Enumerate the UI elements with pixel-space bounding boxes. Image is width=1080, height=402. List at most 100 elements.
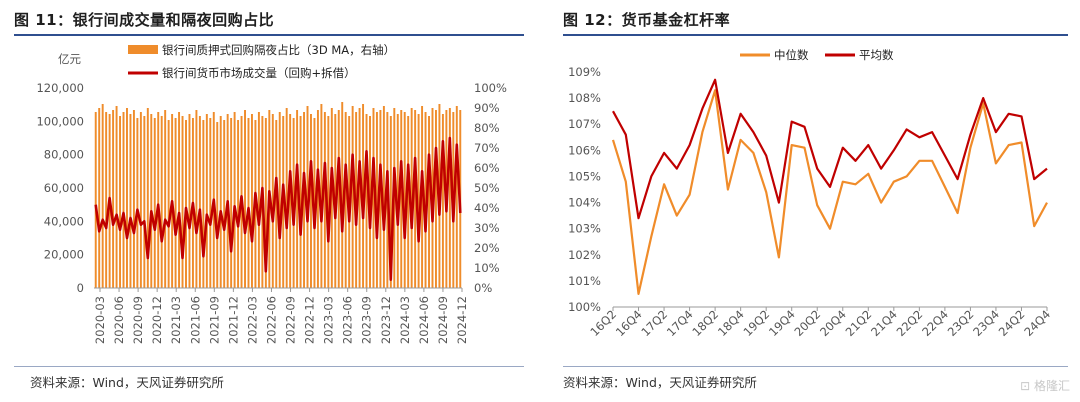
bar-overnight-share: [174, 118, 177, 288]
left-tick-label: 40,000: [44, 214, 84, 228]
x-tick-label: 2021-12: [226, 296, 240, 344]
bar-overnight-share: [310, 114, 312, 288]
bar-overnight-share: [344, 112, 347, 288]
bar-overnight-share: [323, 112, 326, 288]
legend-label: 中位数: [774, 48, 809, 62]
x-tick-label: 20Q4: [817, 307, 849, 339]
bar-overnight-share: [247, 118, 250, 288]
legend-swatch-bar: [128, 45, 158, 54]
bar-overnight-share: [455, 106, 458, 288]
x-tick-label: 21Q4: [868, 307, 900, 339]
bar-overnight-share: [181, 116, 184, 288]
left-chart-panel: 图 11：银行间成交量和隔夜回购占比 亿元 0 20,000 40,000 60,000…: [0, 0, 530, 402]
bar-overnight-share: [205, 114, 208, 288]
left-tick-label: 80,000: [44, 148, 84, 162]
watermark-text: 格隆汇: [1033, 379, 1070, 393]
x-tick-label: 2024-09: [436, 296, 450, 344]
left-tick-label: 20,000: [44, 248, 84, 262]
legend-label: 银行间质押式回购隔夜占比（3D MA，右轴）: [162, 43, 395, 57]
x-tick-label: 2020-06: [112, 296, 126, 344]
x-tick-label: 18Q2: [689, 307, 721, 339]
bar-overnight-share: [341, 102, 344, 288]
x-tick-label: 21Q2: [843, 307, 875, 339]
x-tick-label: 2020-03: [93, 296, 107, 344]
y-tick-label: 103%: [568, 222, 601, 236]
x-tick-label: 2023-09: [360, 296, 374, 344]
bar-overnight-share: [257, 112, 260, 288]
bar-overnight-share: [195, 110, 198, 288]
legend-label: 银行间货币市场成交量（回购+拆借）: [162, 66, 356, 80]
x-tick-label: 2022-12: [303, 296, 317, 344]
x-tick-label: 19Q4: [766, 307, 798, 339]
x-tick-label: 17Q2: [638, 307, 670, 339]
right-tick-label: 60%: [474, 161, 500, 175]
bar-overnight-share: [230, 118, 233, 288]
right-tick-label: 40%: [474, 201, 500, 215]
bar-overnight-share: [327, 116, 330, 288]
bar-overnight-share: [167, 120, 170, 288]
y-tick-label: 108%: [568, 91, 601, 105]
right-tick-label: 30%: [474, 221, 500, 235]
bar-overnight-share: [105, 112, 108, 288]
bar-overnight-share: [403, 112, 406, 288]
x-tick-label: 2021-03: [169, 296, 183, 344]
x-tick-label: 24Q4: [1021, 307, 1053, 339]
x-tick-label: 2022-09: [284, 296, 298, 344]
bar-overnight-share: [375, 112, 378, 288]
x-tick-label: 19Q2: [740, 307, 772, 339]
bar-overnight-share: [320, 104, 323, 288]
bar-overnight-share: [382, 106, 385, 288]
bar-overnight-share: [178, 112, 181, 288]
source-note: 资料来源：Wind，天风证券研究所: [563, 375, 757, 390]
x-tick-label: 2023-06: [341, 296, 355, 344]
x-tick-label: 2023-03: [322, 296, 336, 344]
bar-overnight-share: [414, 110, 417, 288]
x-tick-label: 22Q4: [919, 307, 951, 339]
left-tick-label: 120,000: [36, 81, 84, 95]
bar-overnight-share: [115, 106, 118, 288]
bar-overnight-share: [330, 108, 333, 288]
x-tick-label: 2021-06: [188, 296, 202, 344]
x-tick-label: 2022-03: [245, 296, 259, 344]
bar-overnight-share: [410, 108, 413, 288]
line-money-market-volume: [94, 136, 462, 282]
left-tick-label: 100,000: [36, 114, 84, 128]
x-tick-label: 2020-12: [150, 296, 164, 344]
x-tick-label: 22Q2: [894, 307, 926, 339]
bar-overnight-share: [389, 116, 392, 288]
line-median: [611, 89, 1048, 295]
x-tick-label: 2021-09: [207, 296, 221, 344]
leverage-line-chart: 100% 101% 102% 103% 104% 105% 106% 107% 108% 109%…: [568, 48, 1053, 339]
bar-overnight-share: [132, 110, 135, 288]
y-tick-label: 107%: [568, 117, 601, 131]
x-tick-label: 17Q4: [664, 307, 696, 339]
bar-overnight-share: [157, 112, 160, 288]
bar-overnight-share: [223, 120, 226, 288]
y-tick-label: 105%: [568, 169, 601, 183]
bar-overnight-share: [198, 116, 201, 288]
chart-title: 图 11：银行间成交量和隔夜回购占比: [14, 11, 275, 29]
x-tick-label: 2020-09: [131, 296, 145, 344]
bar-overnight-share: [424, 112, 427, 288]
bar-overnight-share: [448, 108, 451, 288]
bar-overnight-share: [417, 114, 420, 288]
source-rule: [14, 366, 524, 367]
right-tick-label: 90%: [474, 101, 500, 115]
x-tick-label: 23Q2: [945, 307, 977, 339]
bar-overnight-share: [146, 108, 149, 288]
right-tick-label: 100%: [474, 81, 507, 95]
title-rule: [563, 34, 1068, 36]
left-tick-label: 60,000: [44, 181, 84, 195]
right-tick-label: 20%: [474, 241, 500, 255]
bar-overnight-share: [153, 118, 156, 288]
bar-overnight-share: [244, 110, 246, 288]
bar-overnight-share: [278, 112, 281, 288]
bar-overnight-share: [358, 108, 361, 288]
bar-overnight-share: [122, 112, 125, 288]
left-tick-label: 0: [77, 281, 84, 295]
bar-overnight-share: [112, 110, 115, 288]
bar-overnight-share: [185, 120, 187, 288]
x-tick-label: 2022-06: [264, 296, 278, 344]
bar-overnight-share: [285, 108, 288, 288]
right-tick-label: 80%: [474, 121, 500, 135]
